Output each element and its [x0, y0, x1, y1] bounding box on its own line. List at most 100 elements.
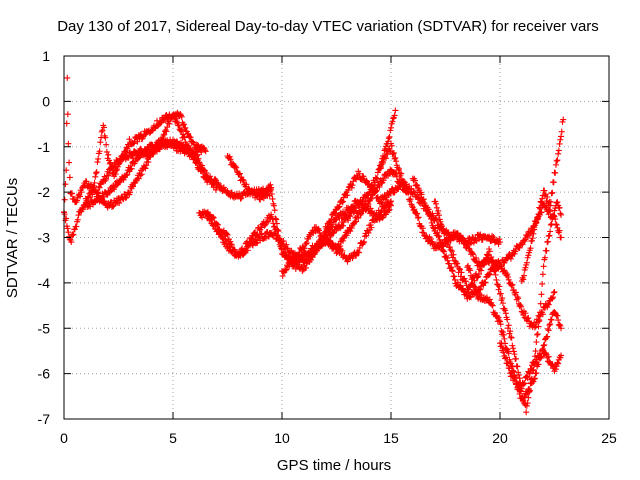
y-tick-label: -2 [38, 184, 51, 200]
data-point [515, 295, 522, 302]
data-point [409, 203, 416, 210]
data-point [271, 207, 278, 214]
data-point [120, 154, 127, 161]
data-point [506, 365, 513, 372]
data-point [555, 317, 562, 324]
data-point [143, 162, 150, 169]
data-point [180, 121, 187, 128]
data-point [389, 185, 396, 192]
data-point [445, 239, 452, 246]
data-point [333, 216, 340, 223]
data-point [377, 163, 384, 170]
data-point [344, 192, 351, 199]
data-point [426, 210, 433, 217]
data-point [435, 207, 442, 214]
data-point [402, 183, 409, 190]
data-point [388, 142, 395, 149]
data-point [465, 241, 472, 248]
data-point [459, 234, 466, 241]
data-point [524, 400, 531, 407]
data-point [126, 136, 133, 143]
data-point [539, 345, 546, 352]
data-point [116, 160, 123, 167]
data-point [539, 280, 546, 287]
data-point [395, 165, 402, 172]
data-point [88, 188, 95, 195]
data-point [339, 199, 346, 206]
data-point [420, 229, 427, 236]
data-point [558, 352, 565, 359]
data-point [227, 156, 234, 163]
series-sat-J [377, 140, 565, 270]
data-point [166, 120, 173, 127]
data-point [110, 203, 117, 210]
data-point [385, 135, 392, 142]
data-point [122, 148, 129, 155]
data-point [368, 224, 375, 231]
data-point [106, 160, 113, 167]
data-point [202, 148, 209, 155]
data-point [554, 157, 561, 164]
data-point [533, 370, 540, 377]
data-point [372, 187, 379, 194]
data-point [497, 260, 503, 267]
data-point [544, 238, 551, 245]
data-point [556, 204, 563, 211]
data-point [299, 256, 306, 263]
data-point [132, 158, 139, 165]
data-point [543, 247, 550, 254]
y-tick-label: 0 [42, 93, 50, 109]
series-sat-N [497, 199, 565, 416]
data-point [539, 271, 546, 278]
data-point [398, 170, 405, 177]
data-point [533, 339, 540, 346]
data-point [93, 169, 100, 176]
data-point [356, 249, 363, 256]
data-point [555, 150, 562, 157]
data-point [546, 206, 553, 213]
data-point [481, 261, 488, 268]
data-point [324, 223, 331, 230]
data-point [530, 366, 537, 373]
data-point [240, 177, 247, 184]
data-point [505, 276, 512, 283]
data-point [496, 283, 503, 290]
data-point [243, 181, 250, 188]
chart-title: Day 130 of 2017, Sidereal Day-to-day VTE… [57, 18, 599, 35]
data-point [365, 201, 372, 208]
data-point [302, 264, 309, 271]
data-point [68, 190, 75, 197]
data-point [486, 296, 493, 303]
data-point [491, 267, 498, 274]
data-point [137, 132, 144, 139]
data-point [130, 183, 137, 190]
data-point [459, 235, 466, 242]
data-point [355, 214, 362, 221]
data-point [336, 246, 343, 253]
data-point [127, 189, 134, 196]
data-point [438, 221, 445, 228]
data-point [267, 181, 274, 188]
y-axis-label: SDTVAR / TECUs [4, 178, 21, 298]
data-point [496, 236, 503, 243]
data-point [443, 235, 450, 242]
data-point [536, 205, 543, 212]
data-point [277, 239, 284, 246]
data-point [247, 240, 254, 247]
data-point [454, 260, 461, 267]
data-point [322, 231, 329, 238]
data-point [130, 140, 137, 147]
y-tick-label: -4 [38, 275, 51, 291]
data-point [380, 177, 387, 184]
data-point [274, 226, 281, 233]
data-point [529, 367, 536, 374]
data-point [157, 120, 164, 127]
data-point [254, 231, 261, 238]
data-point [461, 240, 468, 247]
data-point [268, 190, 275, 197]
data-point [446, 244, 453, 251]
data-point [102, 134, 109, 141]
data-point [550, 212, 557, 219]
data-point [212, 175, 219, 182]
